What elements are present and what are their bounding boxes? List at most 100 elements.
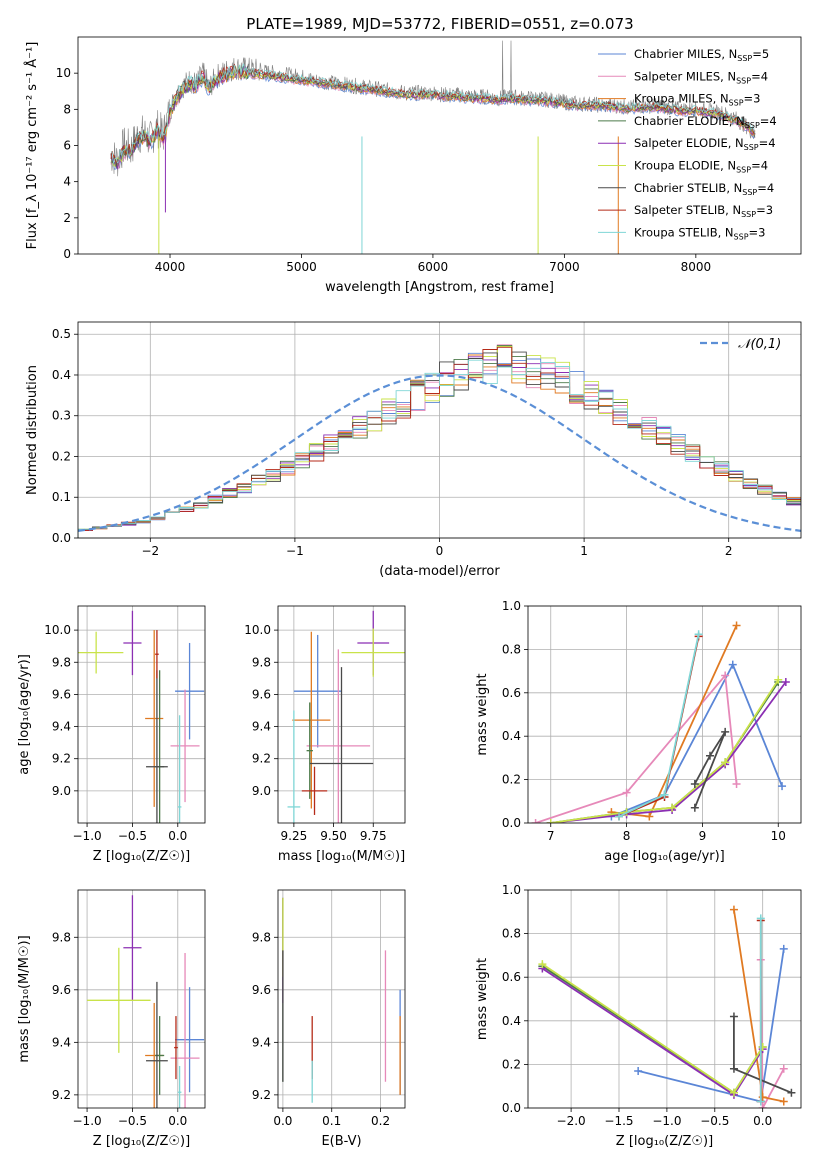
mass-weight-marker <box>706 751 714 760</box>
y-tick-label: 0.0 <box>502 816 521 830</box>
y-tick-label: 1.0 <box>502 883 521 897</box>
massweight-vs-Z-plot <box>538 905 796 1108</box>
x-tick-label: 0.0 <box>273 1114 292 1128</box>
x-tick-label: 9 <box>699 829 707 843</box>
mass-weight-marker <box>781 677 790 686</box>
x-tick-label: −0.5 <box>700 1114 729 1128</box>
mass-weight-marker <box>728 660 737 669</box>
legend-entry: Chabrier ELODIE, NSSP=4 <box>634 114 777 130</box>
x-axis-label: Z [log₁₀(Z/Z☉)] <box>93 849 190 864</box>
mass-weight-marker <box>732 779 741 788</box>
y-tick-label: 10.0 <box>244 623 271 637</box>
mass-weight-marker <box>668 803 677 812</box>
mass-weight-marker <box>779 1064 788 1073</box>
mass-weight-marker <box>645 812 654 821</box>
x-tick-label: −2 <box>141 544 159 558</box>
legend-name: Chabrier ELODIE, N <box>634 114 745 128</box>
legend-sub: SSP <box>737 54 752 63</box>
x-tick-label: −1.0 <box>73 829 102 843</box>
legend-entry: Chabrier MILES, NSSP=5 <box>634 47 769 63</box>
legend-nssp: =4 <box>757 181 774 195</box>
mass-vs-Z-plot <box>87 895 205 1108</box>
legend-nssp: =4 <box>751 159 768 173</box>
legend-sub: SSP <box>741 210 756 219</box>
y-tick-label: 9.6 <box>252 687 271 701</box>
x-tick-label: −1.0 <box>652 1114 681 1128</box>
legend-nssp: =4 <box>759 136 776 150</box>
legend-sub: SSP <box>734 232 749 241</box>
x-tick-label: −1.5 <box>604 1114 633 1128</box>
y-axis-label: Normed distribution <box>25 365 40 495</box>
age-vs-mass-plot <box>287 610 405 823</box>
mass-weight-marker <box>758 1104 767 1108</box>
mass-weight-marker <box>546 819 555 823</box>
x-tick-label: 0 <box>436 544 444 558</box>
mass-weight-series-line <box>759 959 785 1108</box>
mass-vs-EBV-axes: 0.0 0.1 0.2 9.2 9.4 9.6 9.8 E(B-V) <box>252 890 405 1149</box>
y-tick-label: 0.4 <box>502 729 521 743</box>
y-axis-label: Flux [f_λ 10⁻¹⁷ erg cm⁻² s⁻¹ Å⁻¹] <box>24 42 40 250</box>
y-tick-label: 0.5 <box>52 327 71 341</box>
mass-weight-marker <box>634 1066 643 1075</box>
legend-sub: SSP <box>742 188 757 197</box>
model-spectrum-line <box>110 63 756 167</box>
y-tick-label: 9.6 <box>52 983 71 997</box>
x-tick-label: −2.0 <box>557 1114 586 1128</box>
y-tick-label: 9.0 <box>252 784 271 798</box>
mass-weight-marker <box>721 758 730 767</box>
x-axis-label: (data-model)/error <box>379 564 500 579</box>
mass-weight-series-line <box>611 662 783 818</box>
legend-sub: SSP <box>744 143 759 152</box>
x-tick-label: 4000 <box>155 260 186 274</box>
y-tick-label: 0.0 <box>52 531 71 545</box>
mass-weight-marker <box>756 914 765 923</box>
x-tick-label: 2 <box>725 544 733 558</box>
y-tick-label: 0.2 <box>502 1057 521 1071</box>
mass-weight-marker <box>660 790 669 799</box>
legend-nssp: =5 <box>752 47 769 61</box>
y-tick-label: 0 <box>63 247 71 261</box>
legend-name: Salpeter MILES, N <box>634 69 736 83</box>
mass-weight-series-line <box>541 963 764 1094</box>
legend-nssp: =3 <box>749 225 766 239</box>
x-tick-label: 8000 <box>681 260 712 274</box>
y-tick-label: 0.4 <box>52 368 71 382</box>
spectrum-plot <box>110 40 756 254</box>
x-tick-label: −0.5 <box>118 829 147 843</box>
age-vs-Z-axes: −1.0 −0.5 0.0 9.0 9.2 9.4 9.6 9.8 10.0 Z [log₁₀(Z… <box>17 606 205 864</box>
y-tick-label: 9.4 <box>52 720 71 734</box>
spectrum-axes: 4000 5000 6000 7000 8000 0 2 4 6 8 10 wavelength [A… <box>24 42 711 295</box>
legend-nssp: =4 <box>760 114 777 128</box>
y-axis-label: mass weight <box>475 673 490 755</box>
x-tick-label: 0.0 <box>753 1114 772 1128</box>
mass-vs-EBV-frame <box>277 889 406 1109</box>
x-tick-label: −1 <box>286 544 304 558</box>
legend-entry: Salpeter ELODIE, NSSP=4 <box>634 136 776 152</box>
mass-weight-marker <box>721 727 730 736</box>
x-tick-label: −1.0 <box>73 1114 102 1128</box>
y-tick-label: 9.8 <box>52 930 71 944</box>
mass-weight-series-line <box>618 636 700 818</box>
mass-weight-marker <box>729 1012 738 1021</box>
mass-weight-marker <box>774 675 783 684</box>
normal-curve <box>78 374 801 532</box>
y-axis-label: mass [log₁₀(M/M☉)] <box>17 935 32 1062</box>
legend-nssp: =3 <box>744 92 761 106</box>
y-tick-label: 9.6 <box>52 687 71 701</box>
legend-entry: Chabrier STELIB, NSSP=4 <box>634 181 774 197</box>
legend-entry: Salpeter STELIB, NSSP=3 <box>634 203 773 219</box>
y-tick-label: 9.2 <box>252 1088 271 1102</box>
mass-vs-Z-frame <box>77 889 206 1109</box>
y-tick-label: 6 <box>63 139 71 153</box>
y-tick-label: 4 <box>63 175 71 189</box>
x-tick-label: 0.2 <box>371 1114 390 1128</box>
mass-weight-series-line <box>693 731 727 809</box>
mass-weight-marker <box>758 1093 767 1102</box>
massweight-vs-age-frame <box>527 605 802 824</box>
y-tick-label: 9.8 <box>52 655 71 669</box>
x-tick-label: 7000 <box>549 260 580 274</box>
residual-histogram-step <box>78 359 801 538</box>
legend-name: Kroupa ELODIE, N <box>634 159 736 173</box>
age-vs-Z-plot <box>78 610 205 823</box>
